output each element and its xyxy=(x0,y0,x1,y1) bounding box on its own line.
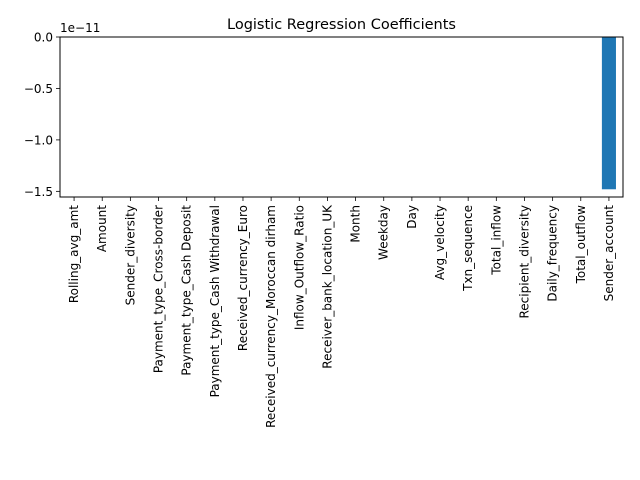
x-tick-label: Sender_account xyxy=(602,205,616,302)
bar xyxy=(601,37,616,190)
x-tick-label: Sender_diversity xyxy=(123,205,137,305)
x-tick-label: Payment_type_Cash Withdrawal xyxy=(208,205,222,397)
x-tick-label: Total_outflow xyxy=(574,205,588,285)
y-tick-label: −0.5 xyxy=(24,82,53,96)
y-tick-label: −1.0 xyxy=(24,133,53,147)
x-tick-label: Total_inflow xyxy=(489,205,503,276)
x-tick-label: Daily_frequency xyxy=(546,205,560,302)
x-tick-label: Payment_type_Cash Deposit xyxy=(180,205,194,376)
x-tick-label: Payment_type_Cross-border xyxy=(152,205,166,373)
x-tick-label: Weekday xyxy=(377,205,391,260)
x-axis: Rolling_avg_amt Amount Sender_diversity Pay… xyxy=(67,197,616,428)
x-tick-label: Amount xyxy=(95,205,109,252)
x-tick-label: Txn_sequence xyxy=(461,205,475,292)
y-axis-offset-label: 1e−11 xyxy=(60,21,100,35)
bars-group xyxy=(601,37,616,190)
x-tick-label: Rolling_avg_amt xyxy=(67,205,81,303)
x-tick-label: Received_currency_Euro xyxy=(236,205,250,351)
x-tick-label: Month xyxy=(349,205,363,243)
y-axis: 0.0 −0.5 −1.0 −1.5 xyxy=(24,31,60,199)
y-tick-label: −1.5 xyxy=(24,185,53,199)
x-tick-label: Avg_velocity xyxy=(433,205,447,280)
x-tick-label: Receiver_bank_location_UK xyxy=(320,204,334,369)
plot-frame xyxy=(59,36,624,198)
x-tick-label: Received_currency_Moroccan dirham xyxy=(264,205,278,428)
x-tick-label: Recipient_diversity xyxy=(517,205,531,319)
y-tick-label: 0.0 xyxy=(34,31,53,45)
x-tick-label: Inflow_Outflow_Ratio xyxy=(292,205,306,330)
chart-title: Logistic Regression Coefficients xyxy=(227,17,456,33)
x-tick-label: Day xyxy=(405,205,419,229)
